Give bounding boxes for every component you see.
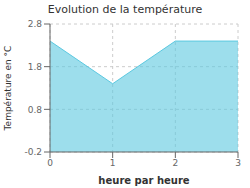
svg-text:2.8: 2.8 — [28, 20, 43, 29]
svg-text:Température en °C: Température en °C — [8, 46, 13, 132]
svg-text:heure par heure: heure par heure — [98, 175, 189, 186]
svg-text:1: 1 — [110, 158, 116, 168]
svg-text:3: 3 — [235, 158, 241, 168]
svg-text:-0.2: -0.2 — [24, 147, 42, 157]
svg-text:1.8: 1.8 — [28, 62, 43, 72]
svg-text:0: 0 — [47, 158, 53, 168]
svg-text:2: 2 — [172, 158, 178, 168]
svg-text:0.8: 0.8 — [28, 105, 43, 115]
html-text:Evolution de la température: Evolution de la température — [47, 3, 203, 16]
